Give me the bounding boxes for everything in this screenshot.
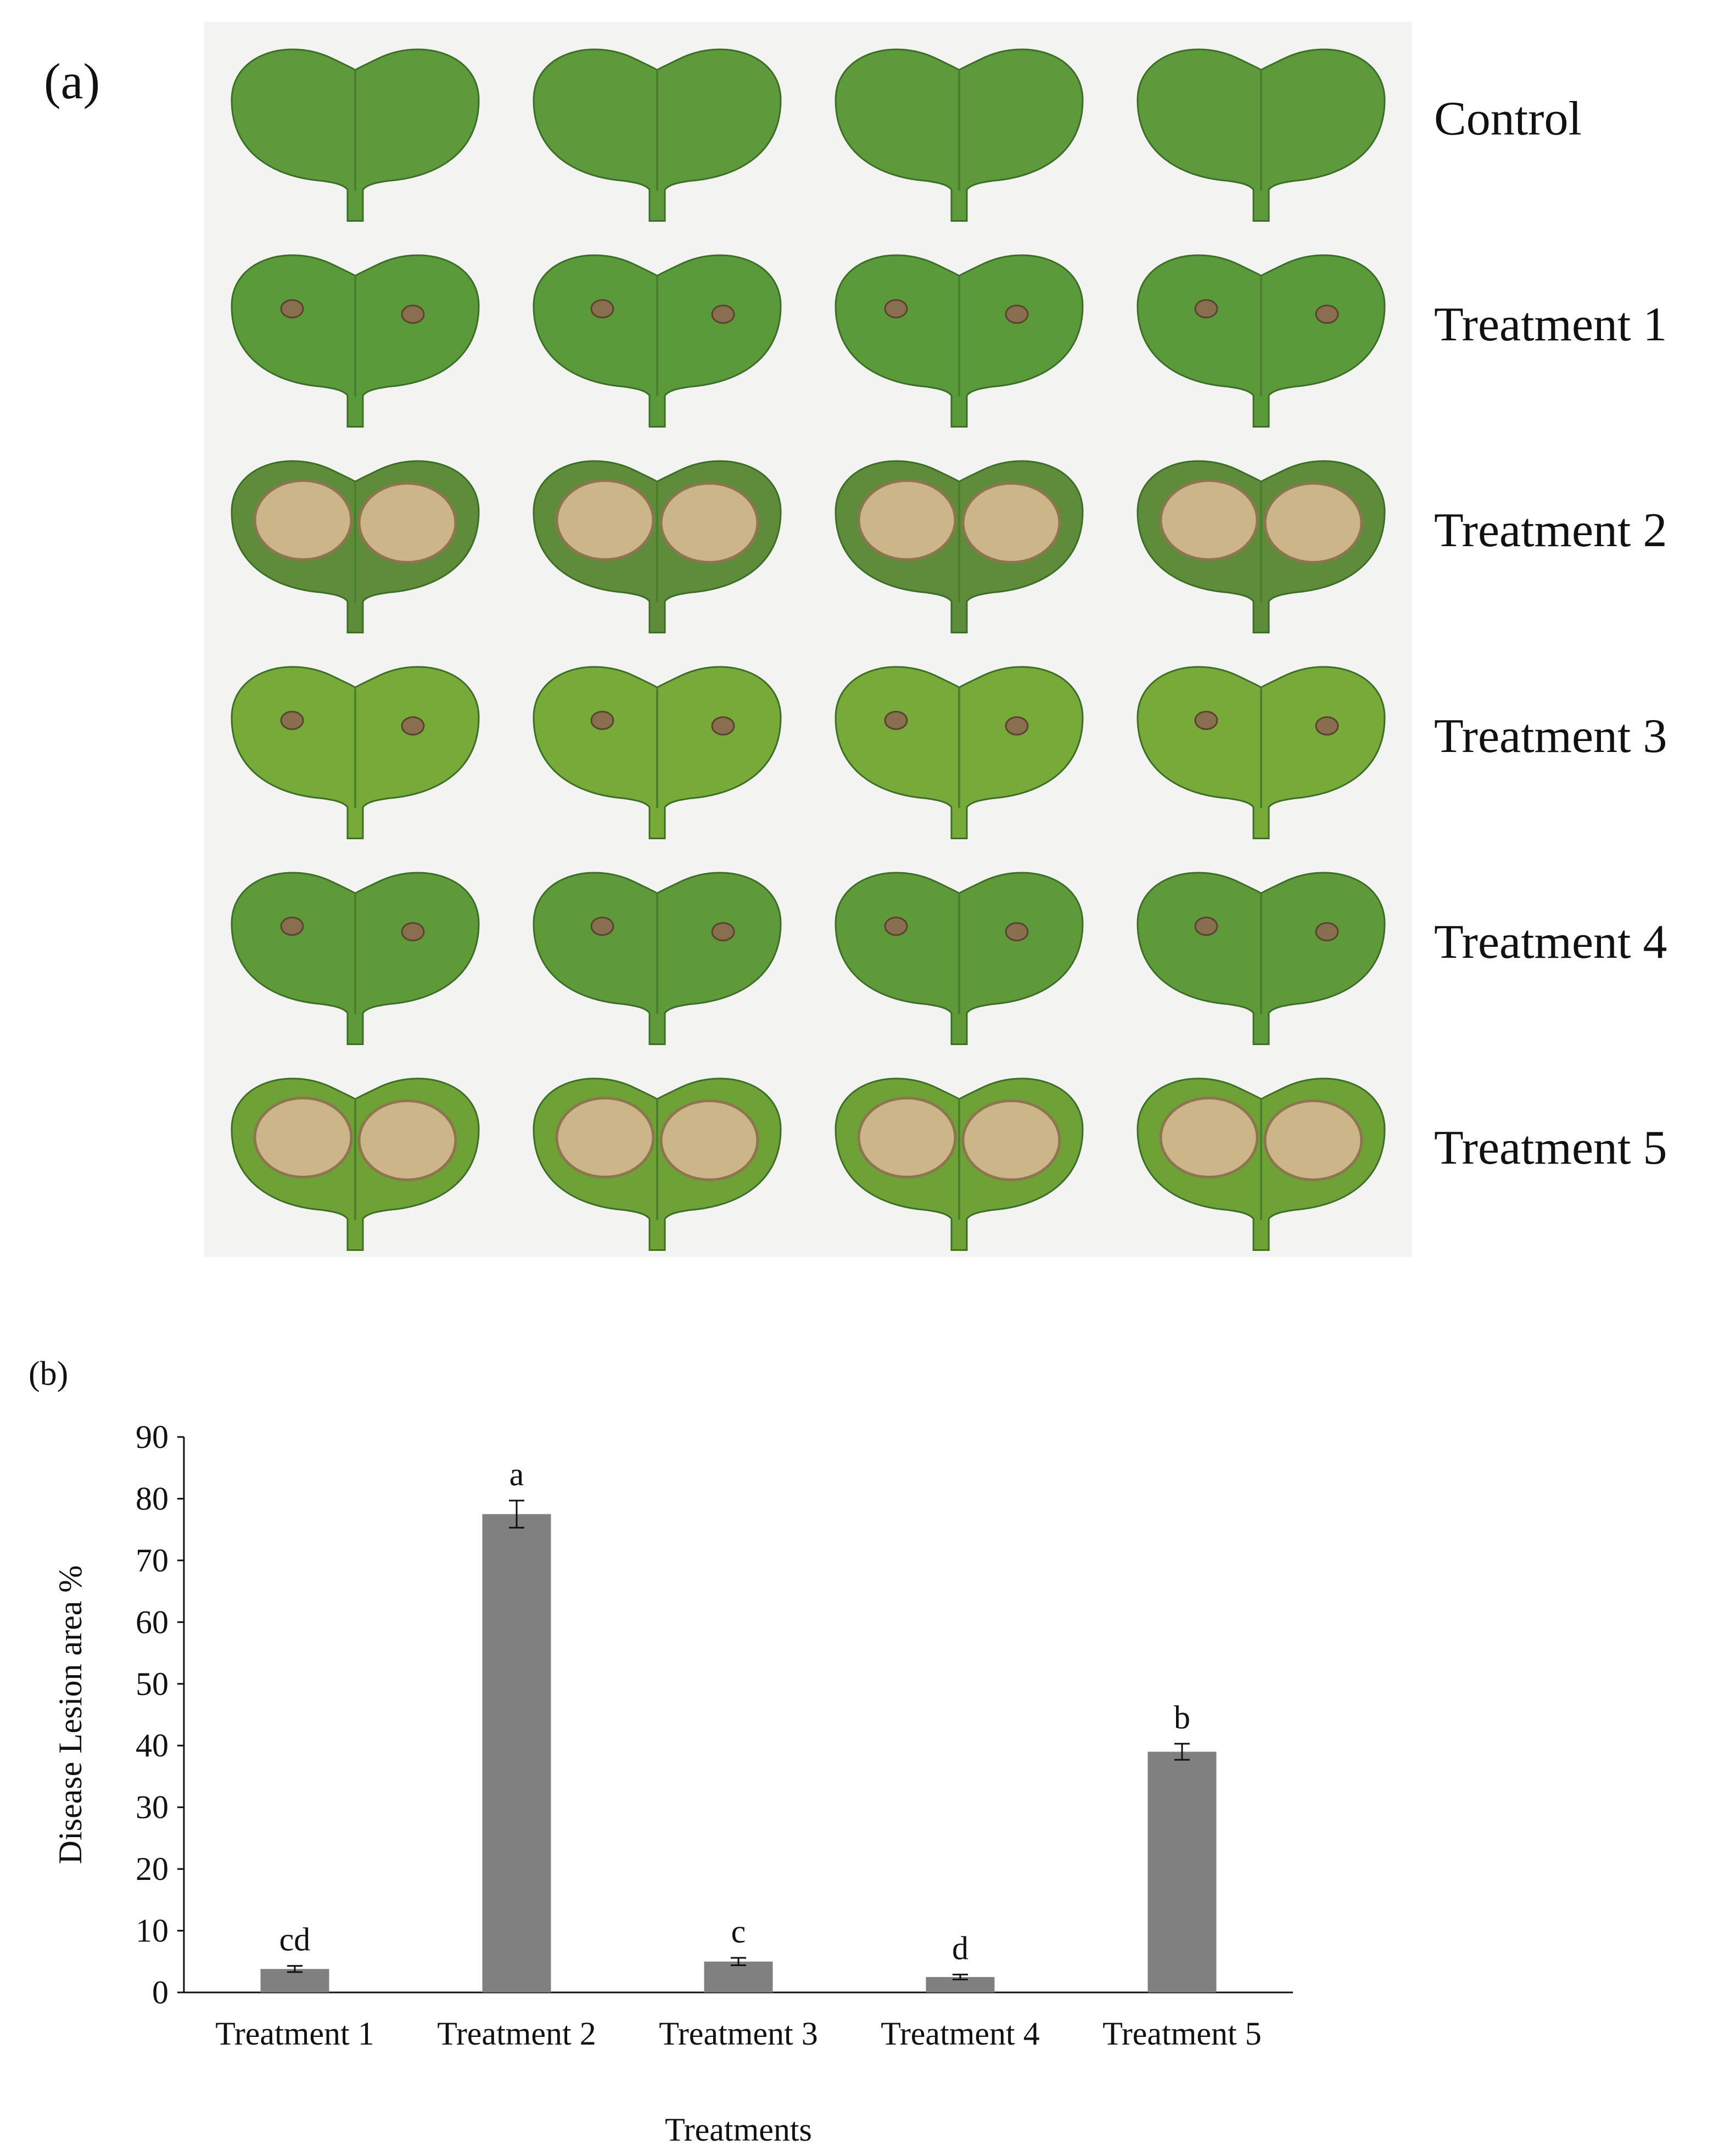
lesion-area [961,482,1061,564]
leaf [533,1077,782,1251]
y-tick-label: 30 [136,1789,169,1826]
lesion-spot [1005,716,1029,735]
leaf [1136,666,1386,839]
lesion-spot [401,716,425,735]
lesion-area [357,482,457,564]
lesion-spot [711,305,735,324]
leaf [231,872,480,1045]
lesion-area [1263,482,1363,564]
lesion-spot [401,922,425,941]
row-label: Control [1434,92,1582,145]
x-tick-label: Treatment 3 [659,2015,817,2052]
x-tick-label: Treatment 1 [215,2015,374,2052]
panel-a-label: (a) [44,53,100,109]
lesion-spot [1315,305,1339,324]
lesion-area [857,1097,957,1178]
lesion-spot [884,711,908,730]
x-axis-title: Treatments [665,2112,812,2148]
lesion-spot [884,299,908,318]
x-tick-label: Treatment 5 [1102,2015,1261,2052]
row-label: Treatment 5 [1434,1121,1667,1175]
bar [704,1961,773,1992]
lesion-area [857,479,957,561]
significance-letter: cd [279,1922,311,1958]
lesion-spot [280,917,304,936]
y-tick-label: 50 [136,1666,169,1702]
panel-b-label: (b) [29,1355,69,1393]
y-tick-label: 10 [136,1913,169,1949]
y-tick-label: 0 [152,1974,169,2011]
leaf [231,254,480,428]
lesion-area [555,1097,655,1178]
y-tick-label: 20 [136,1851,169,1887]
lesion-spot [590,711,614,730]
lesion-spot [1194,711,1218,730]
leaf [533,254,782,428]
leaf [835,254,1084,428]
leaf [231,666,480,839]
x-tick-label: Treatment 4 [881,2015,1039,2052]
y-tick-label: 60 [136,1604,169,1640]
row-label: Treatment 2 [1434,503,1667,557]
lesion-spot [1315,922,1339,941]
lesion-area [1159,479,1259,561]
lesion-spot [1005,305,1029,324]
lesion-spot [884,917,908,936]
lesion-area [659,482,759,564]
lesion-spot [590,299,614,318]
lesion-area [1263,1099,1363,1181]
lesion-area [555,479,655,561]
lesion-area [961,1099,1061,1181]
lesion-area [253,479,353,561]
lesion-area [1159,1097,1259,1178]
leaf [1136,1077,1386,1251]
row-label: Treatment 1 [1434,297,1667,351]
lesion-spot [1194,917,1218,936]
lesion-spot [1315,716,1339,735]
leaf [835,460,1084,633]
leaf [835,48,1084,222]
leaf [1136,460,1386,633]
significance-letter: d [952,1930,968,1966]
leaf [231,1077,480,1251]
lesion-spot [711,922,735,941]
leaf [533,666,782,839]
leaf [835,666,1084,839]
leaf [1136,254,1386,428]
leaf-photo-grid [204,22,1412,1257]
lesion-spot [590,917,614,936]
lesion-area [253,1097,353,1178]
lesion-spot [280,711,304,730]
leaf [835,872,1084,1045]
leaf [835,1077,1084,1251]
lesion-spot [1194,299,1218,318]
bar [1147,1751,1217,1992]
significance-letter: b [1174,1699,1190,1736]
lesion-area [659,1099,759,1181]
bar [482,1514,551,1992]
y-tick-label: 40 [136,1727,169,1764]
lesion-spot [1005,922,1029,941]
x-tick-label: Treatment 2 [437,2015,596,2052]
y-axis-title: Disease Lesion area % [52,1565,88,1865]
leaf [231,48,480,222]
y-tick-label: 90 [136,1419,169,1455]
significance-letter: a [509,1456,524,1492]
significance-letter: c [731,1913,746,1950]
leaf [1136,872,1386,1045]
y-tick-label: 80 [136,1480,169,1517]
leaf [231,460,480,633]
row-label: Treatment 4 [1434,915,1667,969]
leaf [533,460,782,633]
lesion-spot [711,716,735,735]
lesion-spot [401,305,425,324]
lesion-spot [280,299,304,318]
lesion-area [357,1099,457,1181]
y-tick-label: 70 [136,1542,169,1579]
leaf [1136,48,1386,222]
row-label: Treatment 3 [1434,709,1667,763]
leaf [533,872,782,1045]
leaf [533,48,782,222]
